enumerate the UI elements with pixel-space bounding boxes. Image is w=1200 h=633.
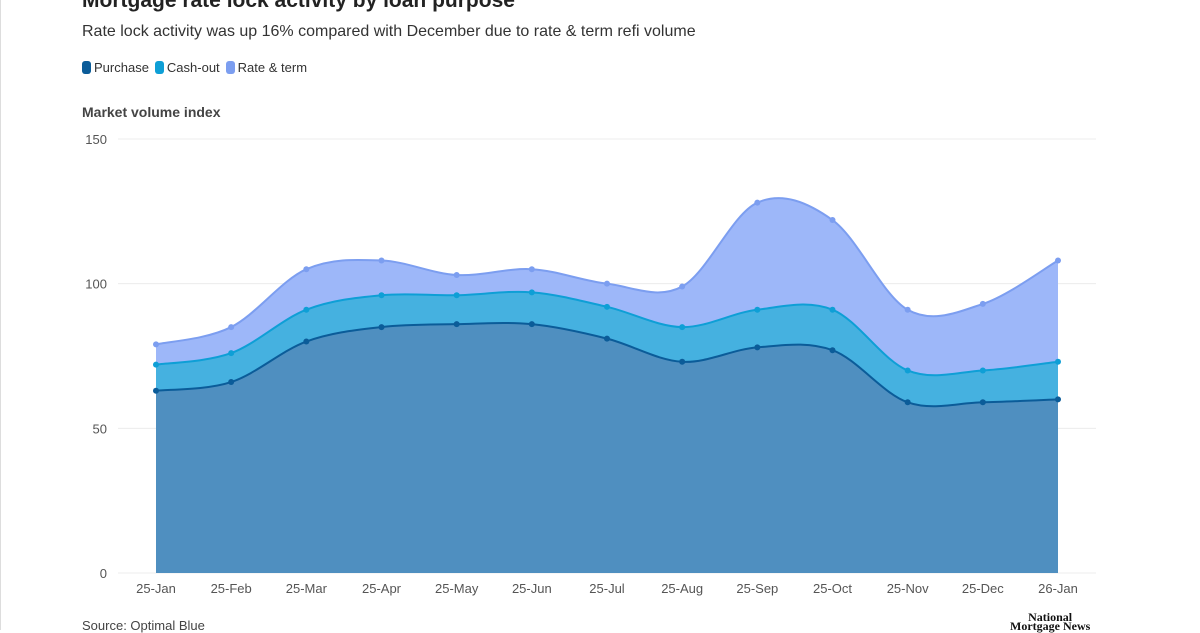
purchase-swatch (82, 61, 91, 74)
cash-out-point (829, 306, 836, 313)
x-tick-label: 25-Jan (136, 581, 176, 596)
cash-out-point (754, 306, 761, 313)
y-tick-label: 0 (100, 566, 107, 581)
x-tick-label: 25-Sep (736, 581, 778, 596)
purchase-point (453, 321, 460, 328)
x-tick-label: 25-Feb (211, 581, 252, 596)
x-tick-label: 25-Dec (962, 581, 1004, 596)
legend-label: Cash-out (166, 60, 220, 75)
x-tick-label: 25-Apr (362, 581, 402, 596)
purchase-point (979, 399, 986, 406)
legend-label: Purchase (94, 60, 149, 75)
purchase-point (228, 379, 235, 386)
purchase-point (153, 387, 159, 394)
rate-term-point (904, 306, 911, 313)
purchase-point (829, 347, 836, 354)
rate-term-point (228, 324, 235, 331)
y-axis-label: Market volume index (82, 104, 221, 120)
cash-out-point (979, 367, 986, 374)
rate-term-point (829, 217, 836, 224)
x-tick-label: 25-Jun (512, 581, 552, 596)
cash-out-point (679, 324, 686, 331)
rate-term-point (303, 266, 310, 273)
rate-term-point (453, 271, 460, 278)
rate-term-swatch (225, 61, 235, 74)
cash-out-point (604, 303, 610, 310)
cash-out-point (303, 306, 310, 313)
purchase-area (156, 322, 1058, 573)
legend-label: Rate & term (237, 60, 308, 75)
source-note: Source: Optimal Blue (82, 618, 205, 633)
y-tick-label: 50 (93, 421, 107, 436)
left-border (0, 0, 1, 630)
chart-subtitle: Rate lock activity was up 16% compared w… (82, 23, 696, 40)
cash-out-point (153, 361, 159, 368)
cash-out-point (904, 367, 911, 374)
y-tick-label: 100 (85, 277, 107, 292)
rate-term-point (979, 300, 986, 307)
purchase-point (378, 324, 385, 331)
rate-term-point (679, 283, 686, 290)
legend-item-cash-out[interactable]: Cash-out (154, 60, 220, 75)
purchase-point (904, 399, 911, 406)
purchase-point (754, 344, 761, 351)
purchase-point (1055, 396, 1061, 403)
x-tick-label: 25-Mar (286, 581, 328, 596)
rate-term-point (528, 266, 535, 273)
rate-term-point (378, 257, 385, 264)
purchase-point (528, 321, 535, 328)
legend-item-rate-term[interactable]: Rate & term (225, 60, 308, 75)
purchase-point (604, 335, 610, 342)
purchase-point (679, 358, 686, 365)
x-tick-label: 25-May (435, 581, 479, 596)
chart-title: Mortgage rate lock activity by loan purp… (82, 0, 515, 12)
x-tick-label: 25-Jul (589, 581, 625, 596)
rate-term-point (604, 280, 610, 287)
cash-out-point (528, 289, 535, 296)
rate-term-point (1055, 257, 1061, 264)
publisher-logo: National Mortgage News (1010, 610, 1091, 633)
x-tick-label: 25-Oct (813, 581, 852, 596)
cash-out-point (1055, 358, 1061, 365)
y-tick-label: 150 (85, 132, 107, 147)
cash-out-point (378, 292, 385, 299)
x-tick-label: 25-Nov (887, 581, 929, 596)
cash-out-swatch (154, 61, 164, 74)
x-tick-label: 25-Aug (661, 581, 703, 596)
cash-out-point (228, 350, 235, 357)
cash-out-point (453, 292, 460, 299)
legend: Purchase Cash-out Rate & term (82, 60, 307, 75)
rate-term-point (754, 199, 761, 206)
purchase-point (303, 338, 310, 345)
legend-item-purchase[interactable]: Purchase (82, 60, 149, 75)
rate-term-point (153, 341, 159, 348)
x-tick-label: 26-Jan (1038, 581, 1078, 596)
